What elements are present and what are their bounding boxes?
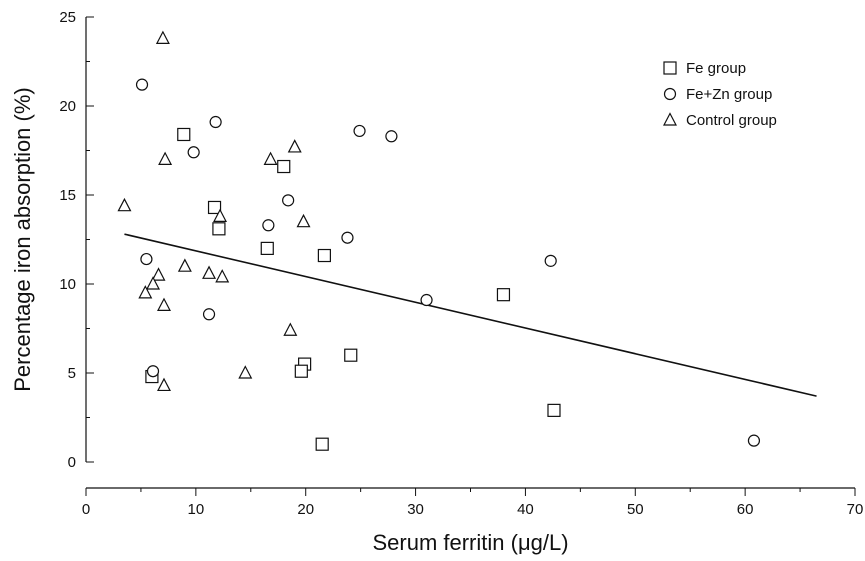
legend-label: Fe+Zn group: [686, 86, 772, 103]
data-point-square: [260, 241, 274, 255]
data-point-square: [547, 403, 561, 417]
data-point-circle: [282, 194, 295, 207]
data-point-square: [277, 159, 291, 174]
data-point-square: [177, 127, 191, 142]
data-point-triangle: [283, 322, 298, 336]
y-tick-label: 20: [59, 98, 76, 115]
x-ticks: 0 10 20 30 40 50 60 70: [82, 488, 864, 518]
data-point-triangle: [151, 267, 166, 281]
data-point-circle: [385, 130, 398, 143]
legend-item: Fe group: [663, 60, 746, 77]
y-tick-label: 15: [59, 187, 76, 204]
data-points-layer: [117, 30, 761, 451]
data-point-square: [212, 222, 226, 236]
data-point-triangle: [215, 269, 230, 283]
series-triangle: [117, 30, 311, 392]
data-point-square: [344, 348, 358, 362]
data-point-square: [317, 248, 331, 263]
data-point-circle: [135, 78, 149, 91]
data-point-circle: [747, 434, 761, 447]
data-point-circle: [353, 124, 366, 138]
data-point-triangle: [263, 151, 278, 165]
data-point-triangle: [238, 365, 253, 379]
x-axis-title: Serum ferritin (μg/L): [372, 530, 568, 555]
y-tick-label: 5: [68, 365, 76, 382]
y-ticks: 0 5 10 15 20 25: [59, 9, 94, 471]
data-point-circle: [341, 231, 354, 244]
data-point-circle: [420, 293, 433, 307]
legend-marker-square: [663, 61, 677, 75]
legend-marker-triangle: [663, 112, 677, 126]
x-tick-label: 10: [188, 501, 205, 518]
legend-item: Control group: [663, 112, 777, 129]
y-tick-label: 10: [59, 276, 76, 293]
trendline: [124, 233, 817, 397]
x-tick-label: 30: [407, 501, 424, 518]
axes: 0 5 10 15 20 25 0 10 20 30 40 50 60 70: [59, 9, 863, 518]
data-point-square: [496, 288, 511, 302]
y-tick-label: 0: [68, 454, 76, 471]
data-point-circle: [544, 254, 557, 267]
x-tick-label: 60: [737, 501, 754, 518]
x-tick-label: 70: [847, 501, 864, 518]
legend: Fe group Fe+Zn group Control group: [663, 60, 777, 129]
trendline-layer: [124, 233, 817, 397]
data-point-square: [207, 200, 222, 215]
legend-item: Fe+Zn group: [663, 86, 772, 103]
legend-label: Control group: [686, 112, 777, 129]
x-tick-label: 0: [82, 501, 90, 518]
data-point-circle: [202, 308, 216, 321]
y-axis-title: Percentage iron absorption (%): [10, 87, 35, 392]
series-square: [145, 127, 561, 451]
x-tick-label: 40: [517, 501, 534, 518]
data-point-circle: [146, 365, 160, 378]
data-point-triangle: [287, 139, 302, 153]
y-tick-label: 25: [59, 9, 76, 26]
x-tick-label: 20: [297, 501, 314, 518]
data-point-triangle: [157, 377, 171, 392]
x-tick-label: 50: [627, 501, 644, 518]
series-circle: [135, 78, 761, 447]
data-point-square: [315, 437, 329, 451]
data-point-triangle: [117, 197, 132, 212]
data-point-triangle: [155, 30, 170, 44]
data-point-triangle: [202, 265, 217, 279]
data-point-triangle: [213, 208, 228, 222]
data-point-square: [294, 364, 308, 378]
data-point-circle: [187, 146, 200, 159]
legend-marker-circle: [663, 87, 677, 101]
data-point-triangle: [157, 297, 171, 311]
data-point-triangle: [177, 258, 192, 272]
data-point-triangle: [296, 213, 311, 228]
data-point-triangle: [158, 151, 173, 165]
data-point-circle: [140, 252, 153, 266]
data-point-triangle: [146, 276, 161, 290]
data-point-circle: [262, 219, 275, 232]
data-point-circle: [209, 115, 222, 129]
data-point-triangle: [138, 285, 153, 299]
legend-label: Fe group: [686, 60, 746, 77]
